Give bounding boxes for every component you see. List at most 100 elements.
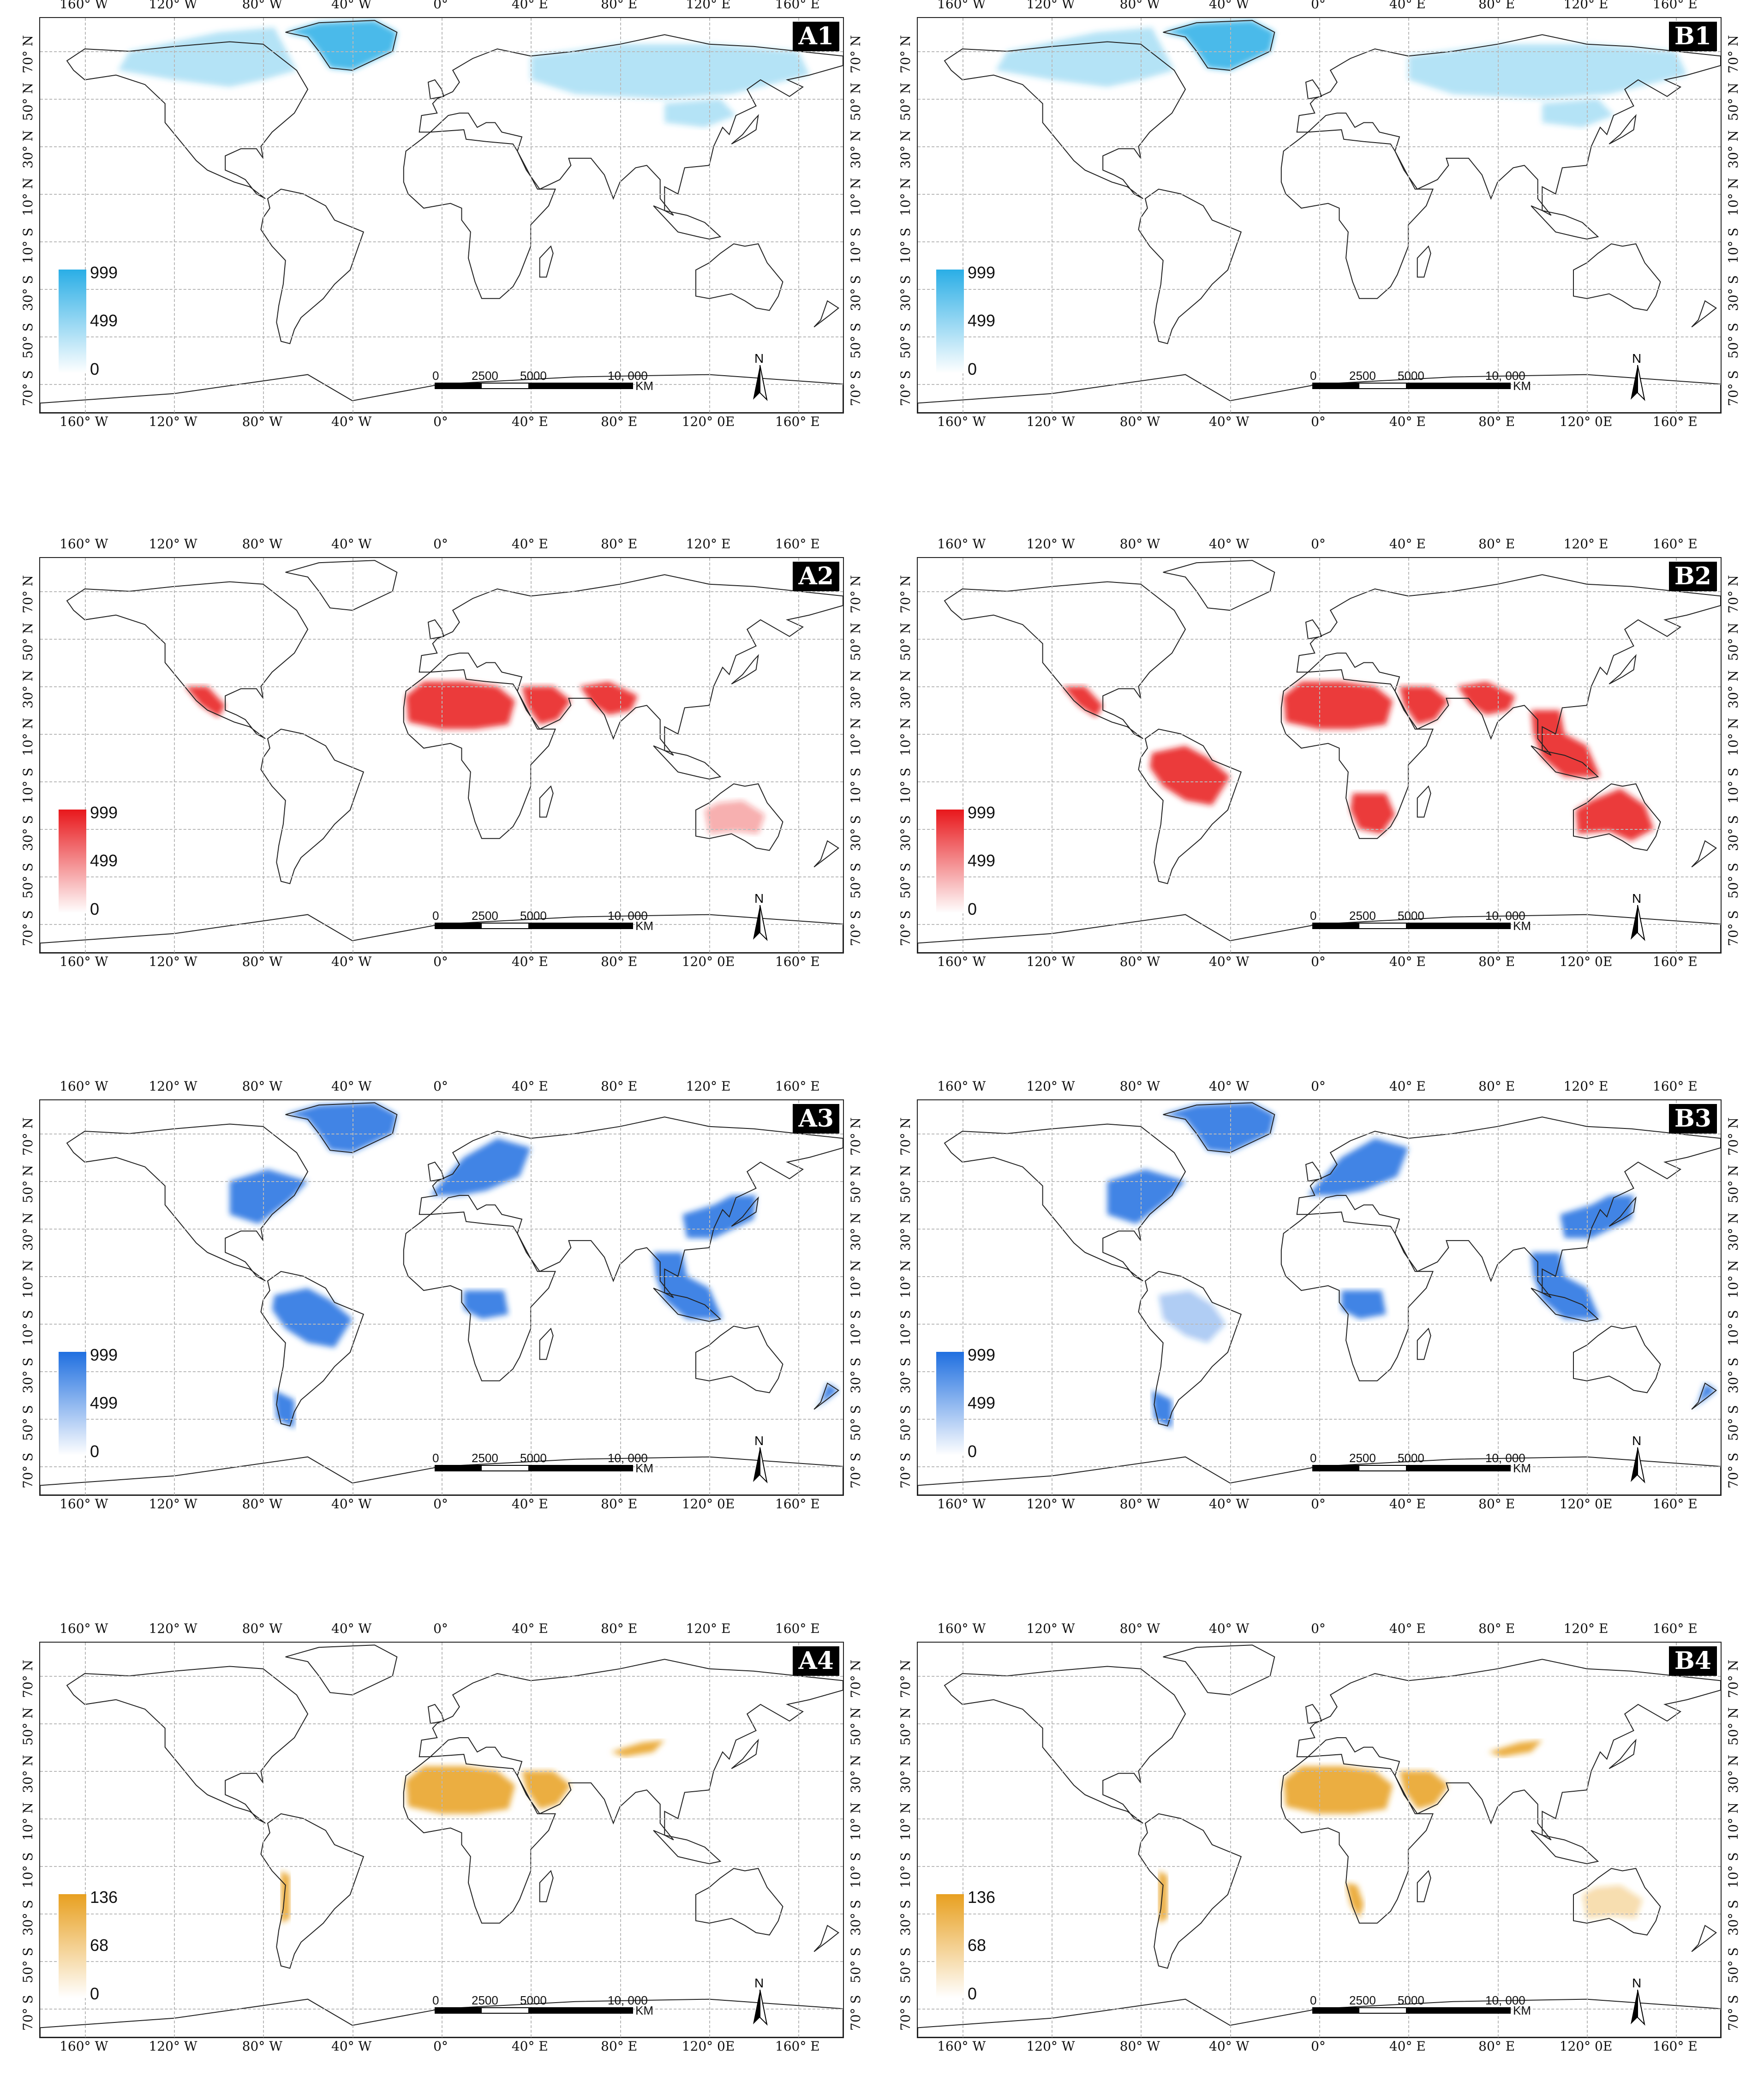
coastline-eurasia	[1296, 1659, 1721, 1841]
map-panel-b4: 160° W 120° W 80° W 40° W 0° 40° E 80° E 120° E…	[891, 1621, 1741, 2055]
color-legend: 999 499 0	[936, 1345, 995, 1461]
bottom-lon-label: 120° 0E	[1559, 414, 1613, 429]
bottom-lon-label: 120° 0E	[682, 414, 735, 429]
scale-unit: KM	[635, 379, 653, 393]
lat-label: 50° N	[848, 1165, 863, 1204]
bottom-lon-label: 160° W	[60, 2039, 108, 2054]
region-india	[580, 681, 638, 715]
north-label: N	[1632, 351, 1642, 366]
coastline-japan	[1609, 1196, 1637, 1227]
lat-label: 70° S	[848, 910, 863, 947]
scale-segment	[481, 923, 529, 929]
top-lon-label: 120° W	[149, 1079, 197, 1094]
top-lon-label: 120° E	[686, 536, 731, 552]
bottom-lon-label: 80° E	[601, 1496, 638, 1512]
parallel-line	[40, 241, 843, 243]
bottom-lon-label: 160° E	[775, 414, 820, 429]
meridian-line	[620, 558, 621, 953]
top-lon-label: 120° E	[686, 1621, 731, 1636]
coastline-north_america	[944, 1666, 1186, 1824]
meridian-line	[1319, 18, 1320, 413]
scale-label: 5000	[1398, 909, 1424, 923]
region-arabia	[1399, 1771, 1449, 1809]
meridian-line	[1497, 1100, 1499, 1495]
top-lon-label: 160° E	[775, 536, 820, 552]
parallel-line	[918, 1866, 1721, 1867]
lat-label: 50° S	[1726, 323, 1741, 359]
coastline-australia	[695, 783, 783, 851]
scale-label: 10, 000	[1485, 369, 1525, 383]
lat-label: 70° S	[20, 370, 36, 407]
color-legend: 999 499 0	[59, 263, 118, 378]
meridian-line	[531, 558, 532, 953]
region-taklamakan	[1489, 1740, 1543, 1757]
lat-label: 10° N	[1726, 1260, 1741, 1299]
bottom-lon-label: 120° W	[149, 414, 197, 429]
lat-label: 30° N	[20, 1212, 36, 1251]
region-eastasia	[664, 99, 736, 127]
lat-label: 50° N	[1726, 623, 1741, 661]
bottom-lon-label: 80° W	[1119, 1496, 1160, 1512]
legend-value: 0	[90, 1442, 100, 1461]
bottom-lon-label: 160° W	[937, 414, 986, 429]
bottom-lon-label: 40° E	[1389, 1496, 1426, 1512]
region-greenland	[285, 20, 397, 71]
lat-label: 70° S	[1726, 1452, 1741, 1489]
meridian-line	[1587, 1643, 1588, 2037]
lat-label: 10° N	[20, 1260, 36, 1299]
scale-segment	[1358, 1465, 1407, 1471]
top-lon-label: 120° E	[1563, 536, 1609, 552]
lat-label: 10° S	[20, 768, 36, 804]
scale-label: 10, 000	[608, 909, 648, 923]
coastline-indonesia	[1531, 1287, 1599, 1322]
top-lon-label: 40° E	[1389, 0, 1426, 12]
coastline-nz	[1691, 840, 1717, 868]
coastline-africa	[403, 669, 556, 839]
scale-label: 0	[1310, 369, 1317, 383]
bottom-lon-label: 80° W	[1119, 414, 1160, 429]
meridian-line	[709, 1100, 710, 1495]
scale-segment	[1312, 2007, 1361, 2014]
legend-value: 0	[968, 900, 977, 918]
bottom-lon-label: 120° W	[149, 954, 197, 969]
region-amazon_light	[1159, 1290, 1226, 1343]
coastline-madagascar	[539, 785, 554, 818]
lat-label: 50° N	[20, 1707, 36, 1746]
top-lon-label: 80° W	[242, 0, 282, 12]
lat-label: 10° S	[848, 228, 863, 264]
meridian-line	[263, 1100, 264, 1495]
meridian-line	[174, 1100, 175, 1495]
region-canada_east	[229, 1169, 308, 1224]
coastline-south_america	[260, 728, 365, 884]
coastline-eurasia	[1296, 574, 1721, 756]
region-southern_africa	[1350, 793, 1395, 834]
bottom-lon-label: 120° 0E	[1559, 2039, 1613, 2054]
scale-segment	[435, 383, 483, 389]
lat-label: 30° S	[898, 815, 913, 852]
meridian-line	[174, 1643, 175, 2037]
top-lon-label: 120° W	[1026, 536, 1075, 552]
scale-label: 10, 000	[608, 1993, 648, 2007]
coastline-indonesia	[653, 1287, 722, 1322]
bottom-lon-label: 40° W	[1209, 954, 1250, 969]
bottom-lon-label: 120° 0E	[682, 2039, 735, 2054]
lat-label: 70° S	[848, 1452, 863, 1489]
coastline-north_america	[66, 581, 309, 739]
meridian-line	[1319, 1643, 1320, 2037]
lat-label: 70° N	[1726, 1117, 1741, 1156]
bottom-lon-label: 80° E	[1478, 954, 1515, 969]
top-lon-label: 80° W	[1119, 0, 1160, 12]
coastline-uk	[1305, 619, 1322, 640]
lat-label: 70° S	[1726, 1995, 1741, 2031]
top-lon-label: 40° W	[1209, 0, 1250, 12]
coastline-south_america	[260, 1813, 365, 1969]
map-frame: B2 999 499 0 0 2500 5000 10, 000 KM N	[917, 557, 1722, 954]
legend-value: 0	[968, 1984, 977, 2003]
bottom-lon-label: 0°	[433, 2039, 448, 2054]
meridian-line	[1587, 558, 1588, 953]
coastline-uk	[427, 619, 445, 640]
region-seasia	[1531, 1252, 1600, 1319]
lat-label: 30° N	[898, 1755, 913, 1794]
parallel-line	[918, 734, 1721, 735]
scale-segment	[1407, 383, 1511, 389]
